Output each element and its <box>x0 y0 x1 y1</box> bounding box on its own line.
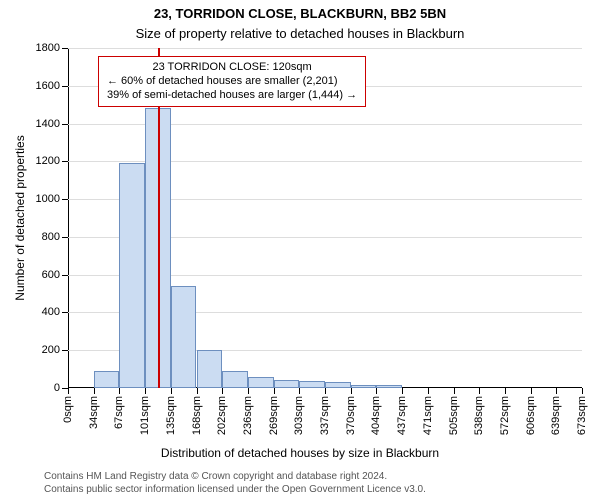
x-tick-label: 0sqm <box>62 396 74 423</box>
y-tick-label: 1600 <box>36 80 68 92</box>
x-tick-label: 505sqm <box>448 396 460 435</box>
y-tick-label: 0 <box>54 382 68 394</box>
histogram-bar <box>351 385 377 388</box>
chart-plot-area: 0200400600800100012001400160018000sqm34s… <box>68 48 582 388</box>
x-axis-label: Distribution of detached houses by size … <box>0 446 600 460</box>
x-tick-label: 370sqm <box>345 396 357 435</box>
x-tick-label: 471sqm <box>422 396 434 435</box>
footer-line: Contains HM Land Registry data © Crown c… <box>44 471 426 484</box>
x-tick-mark <box>171 388 172 394</box>
reference-annotation: 23 TORRIDON CLOSE: 120sqm← 60% of detach… <box>98 56 366 107</box>
histogram-bar <box>248 377 274 388</box>
histogram-bar <box>222 371 248 388</box>
histogram-bar <box>119 163 145 388</box>
y-tick-label: 1400 <box>36 118 68 130</box>
x-tick-mark <box>248 388 249 394</box>
page: 23, TORRIDON CLOSE, BLACKBURN, BB2 5BN S… <box>0 0 600 500</box>
histogram-bar <box>299 381 325 388</box>
annotation-line: 23 TORRIDON CLOSE: 120sqm <box>107 61 357 75</box>
x-tick-mark <box>454 388 455 394</box>
x-tick-mark <box>376 388 377 394</box>
x-tick-mark <box>505 388 506 394</box>
x-tick-label: 572sqm <box>499 396 511 435</box>
x-tick-label: 303sqm <box>293 396 305 435</box>
x-tick-mark <box>94 388 95 394</box>
y-tick-label: 1800 <box>36 42 68 54</box>
histogram-bar <box>94 371 120 388</box>
footer-line: Contains public sector information licen… <box>44 484 426 497</box>
histogram-bar <box>171 286 197 388</box>
x-tick-mark <box>531 388 532 394</box>
y-axis-label: Number of detached properties <box>13 135 27 300</box>
x-tick-label: 236sqm <box>242 396 254 435</box>
histogram-bar <box>376 385 402 388</box>
attribution-footer: Contains HM Land Registry data © Crown c… <box>44 471 426 496</box>
y-tick-label: 600 <box>42 269 68 281</box>
y-tick-label: 400 <box>42 306 68 318</box>
x-tick-label: 437sqm <box>396 396 408 435</box>
y-tick-label: 1000 <box>36 193 68 205</box>
histogram-bar <box>197 350 223 388</box>
annotation-line: ← 60% of detached houses are smaller (2,… <box>107 75 357 89</box>
axis-line-left <box>68 48 69 388</box>
x-tick-mark <box>402 388 403 394</box>
x-tick-mark <box>68 388 69 394</box>
x-tick-label: 404sqm <box>370 396 382 435</box>
annotation-line: 39% of semi-detached houses are larger (… <box>107 89 357 103</box>
x-tick-mark <box>145 388 146 394</box>
x-tick-label: 639sqm <box>550 396 562 435</box>
x-tick-mark <box>325 388 326 394</box>
x-tick-label: 34sqm <box>88 396 100 429</box>
x-tick-label: 67sqm <box>113 396 125 429</box>
y-tick-label: 1200 <box>36 155 68 167</box>
x-tick-label: 202sqm <box>216 396 228 435</box>
x-tick-label: 101sqm <box>139 396 151 435</box>
x-tick-mark <box>479 388 480 394</box>
gridline <box>68 48 582 49</box>
chart-subtitle: Size of property relative to detached ho… <box>0 26 600 41</box>
x-tick-mark <box>197 388 198 394</box>
y-tick-label: 200 <box>42 344 68 356</box>
x-tick-mark <box>119 388 120 394</box>
x-tick-mark <box>351 388 352 394</box>
x-tick-mark <box>582 388 583 394</box>
histogram-bar <box>325 382 351 388</box>
x-tick-label: 673sqm <box>576 396 588 435</box>
x-tick-label: 538sqm <box>473 396 485 435</box>
x-tick-mark <box>274 388 275 394</box>
x-tick-mark <box>299 388 300 394</box>
y-tick-label: 800 <box>42 231 68 243</box>
x-tick-label: 606sqm <box>525 396 537 435</box>
x-tick-label: 168sqm <box>191 396 203 435</box>
x-tick-label: 269sqm <box>268 396 280 435</box>
x-tick-label: 135sqm <box>165 396 177 435</box>
x-tick-mark <box>556 388 557 394</box>
histogram-bar <box>274 380 300 389</box>
x-tick-label: 337sqm <box>319 396 331 435</box>
chart-title: 23, TORRIDON CLOSE, BLACKBURN, BB2 5BN <box>0 6 600 21</box>
x-tick-mark <box>222 388 223 394</box>
x-tick-mark <box>428 388 429 394</box>
